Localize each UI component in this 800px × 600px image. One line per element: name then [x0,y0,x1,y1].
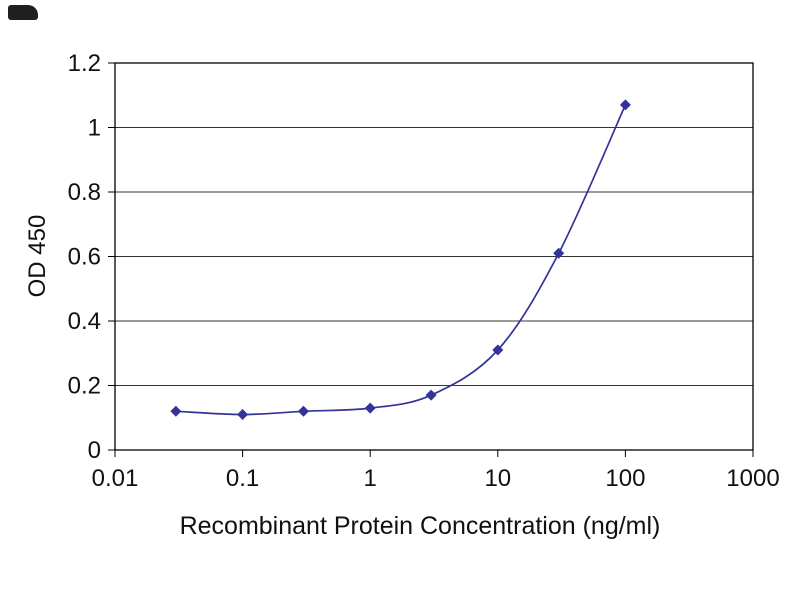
data-point-marker [237,409,249,421]
data-point-marker [170,405,182,417]
y-axis-label: OD 450 [24,214,51,298]
x-tick-label: 100 [605,465,645,492]
series-line [175,104,627,416]
x-tick-label: 1000 [726,465,779,492]
data-point-marker [425,389,437,401]
y-tick-label: 0.4 [68,308,101,335]
y-tick-label: 0.2 [68,373,101,400]
data-point-marker [297,405,309,417]
y-tick-label: 0 [88,437,101,464]
x-tick-label: 0.01 [92,465,139,492]
y-tick-label: 0.8 [68,179,101,206]
x-tick-label: 1 [364,465,377,492]
y-tick-label: 1 [88,115,101,142]
x-tick-label: 10 [484,465,511,492]
data-point-marker [364,402,376,414]
y-tick-label: 1.2 [68,50,101,77]
y-tick-label: 0.6 [68,244,101,271]
data-point-marker [619,99,631,111]
data-point-marker [553,247,565,259]
data-point-marker [492,344,504,356]
x-axis-label: Recombinant Protein Concentration (ng/ml… [179,512,661,540]
logo-fragment-icon [8,5,38,20]
x-tick-label: 0.1 [226,465,259,492]
